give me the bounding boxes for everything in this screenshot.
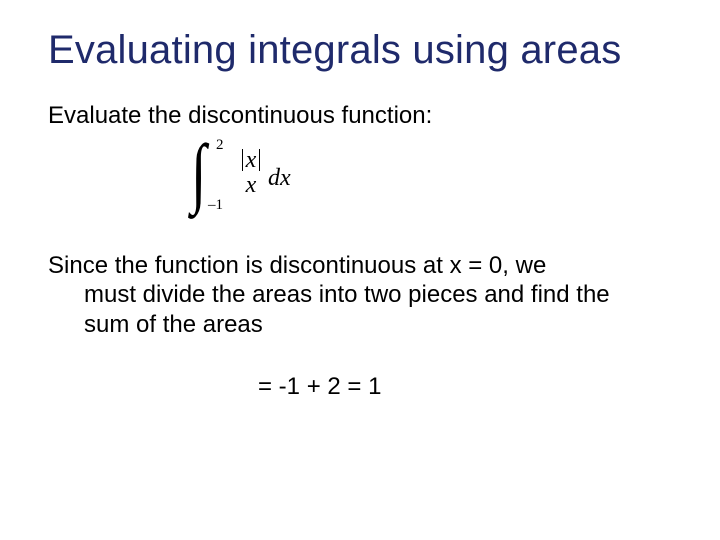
differential: dx [268, 165, 291, 192]
abs-value: x [242, 149, 261, 171]
explain-line-3: sum of the areas [48, 310, 672, 339]
fraction-numerator: x [242, 147, 261, 173]
result-expression: = -1 + 2 = 1 [258, 373, 672, 401]
fraction-denominator: x [246, 172, 257, 198]
explain-line-2: must divide the areas into two pieces an… [48, 280, 672, 309]
integral-expression: ∫ 2 –1 x x dx [188, 141, 672, 219]
upper-limit: 2 [216, 137, 224, 154]
explanation-block: Since the function is discontinuous at x… [48, 251, 672, 339]
fraction: x x [236, 147, 266, 197]
intro-text: Evaluate the discontinuous function: [48, 101, 672, 131]
integral-sign-icon: ∫ [191, 127, 206, 217]
lower-limit: –1 [208, 197, 223, 214]
explain-line-1: Since the function is discontinuous at x… [48, 251, 672, 280]
slide-title: Evaluating integrals using areas [48, 28, 672, 73]
slide-container: Evaluating integrals using areas Evaluat… [0, 0, 720, 425]
